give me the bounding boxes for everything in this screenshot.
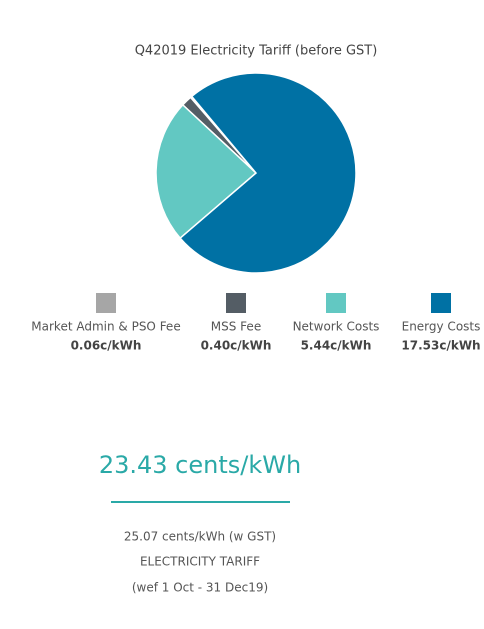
legend-value: 17.53c/kWh bbox=[401, 339, 480, 353]
legend-value: 0.06c/kWh bbox=[71, 339, 142, 353]
legend-label: Network Costs bbox=[293, 320, 380, 334]
legend-value: 0.40c/kWh bbox=[201, 339, 272, 353]
legend-swatch bbox=[96, 293, 116, 313]
legend-swatch bbox=[226, 293, 246, 313]
legend-value: 5.44c/kWh bbox=[301, 339, 372, 353]
tariff-label: ELECTRICITY TARIFF bbox=[140, 555, 260, 569]
chart-title: Q42019 Electricity Tariff (before GST) bbox=[135, 44, 378, 59]
legend-label: MSS Fee bbox=[211, 320, 261, 334]
total-tariff: 23.43 cents/kWh bbox=[99, 451, 301, 479]
tariff-period: (wef 1 Oct - 31 Dec19) bbox=[132, 581, 268, 595]
pie-slice bbox=[179, 72, 357, 274]
legend-swatch bbox=[326, 293, 346, 313]
pie-slice bbox=[155, 103, 258, 240]
legend-label: Market Admin & PSO Fee bbox=[31, 320, 180, 334]
legend-swatch bbox=[431, 293, 451, 313]
legend-label: Energy Costs bbox=[402, 320, 481, 334]
gst-tariff: 25.07 cents/kWh (w GST) bbox=[124, 530, 276, 544]
